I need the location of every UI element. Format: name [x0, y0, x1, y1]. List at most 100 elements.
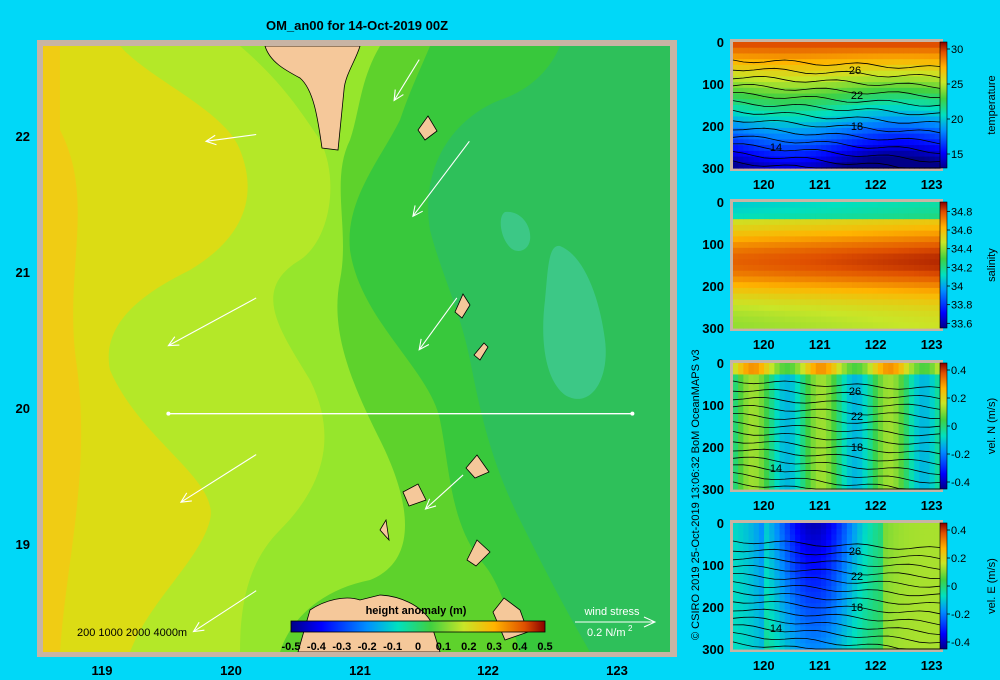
wind-arrow — [204, 133, 257, 146]
contour-label: 26 — [849, 65, 861, 77]
map-x-tick: 123 — [606, 663, 628, 678]
contour-label: 18 — [851, 442, 863, 454]
colorbar-ticks: -0.5 -0.4 -0.3 -0.2 -0.1 0 0.1 0.2 0.3 0.4 0.5 — [282, 641, 553, 653]
anomaly-band-0.04 — [500, 211, 606, 399]
land-island-4 — [465, 454, 490, 479]
contour-label: 18 — [851, 602, 863, 614]
vel-n-m-s-section: 26 22 18 14 120 121 122 123 0 100 200 300 0.4 0.2 0 -0.… — [702, 356, 998, 513]
colorbar-tick-label: 0.1 — [436, 641, 451, 653]
salinity-colorbar — [939, 201, 948, 329]
temperature-section: 26 22 18 14 120 121 122 123 0 100 200 300 30 25 20 15 te… — [702, 35, 998, 192]
colorbar-tick-label: 0.3 — [487, 641, 502, 653]
vel-n-m-s-colorbar — [939, 362, 948, 490]
section-depth-tick: 100 — [702, 77, 724, 92]
contour-label: 14 — [770, 463, 782, 475]
colorbar-tick-label: -0.5 — [282, 641, 301, 653]
vel-n-m-s-field — [733, 363, 941, 490]
section-x-tick: 123 — [921, 337, 943, 352]
section-x-tick: 121 — [809, 177, 831, 192]
section-x-tick: 120 — [753, 337, 775, 352]
land-island-3 — [473, 342, 489, 361]
land-island-1 — [417, 115, 438, 141]
contour-label: 22 — [851, 571, 863, 583]
section-depth-tick: 200 — [702, 279, 724, 294]
contour-label: 14 — [770, 142, 782, 154]
section-depth-tick: 100 — [702, 398, 724, 413]
vertical-section-panels: 26 22 18 14 120 121 122 123 0 100 200 300 30 25 20 15 te… — [702, 35, 998, 673]
land-island-7 — [379, 518, 390, 542]
section-x-tick: 121 — [809, 337, 831, 352]
salinity-section: 120 121 122 123 0 100 200 300 34.8 34.6 34.4 34.2 34… — [702, 195, 998, 352]
colorbar-tick-label: 33.8 — [951, 300, 972, 312]
colorbar-tick-label: 0.2 — [951, 553, 966, 565]
vel-e-m-s-colorbar-label: vel. E (m/s) — [986, 558, 998, 614]
map-x-tick: 122 — [477, 663, 499, 678]
colorbar-tick-label: 0.4 — [951, 365, 966, 377]
temperature-colorbar-label: temperature — [986, 75, 998, 134]
colorbar-tick-label: 0.2 — [461, 641, 476, 653]
section-depth-tick: 300 — [702, 642, 724, 657]
vel-n-m-s-isotherms — [732, 380, 941, 490]
section-line — [166, 411, 635, 416]
section-x-tick: 123 — [921, 658, 943, 673]
main-map: OM_an00 for 14-Oct-2019 00Z — [16, 18, 677, 678]
map-x-ticks: 119 120 121 122 123 — [92, 663, 628, 678]
wind-arrow — [393, 59, 420, 102]
colorbar-tick-label: -0.4 — [307, 641, 327, 653]
wind-scale-label: wind stress — [583, 606, 640, 618]
section-x-tick: 123 — [921, 177, 943, 192]
section-depth-tick: 300 — [702, 482, 724, 497]
section-depth-tick: 0 — [717, 195, 724, 210]
colorbar-tick-label: 30 — [951, 44, 963, 56]
vel-e-m-s-colorbar — [939, 522, 948, 650]
colorbar-tick-label: 0 — [951, 581, 957, 593]
colorbar-tick-label: 0.4 — [951, 525, 966, 537]
map-x-tick: 119 — [92, 663, 113, 678]
vel-e-m-s-field — [733, 523, 941, 650]
section-depth-tick: 300 — [702, 321, 724, 336]
colorbar-tick-label: 34 — [951, 281, 963, 293]
section-depth-tick: 300 — [702, 161, 724, 176]
colorbar-tick-label: 0.4 — [512, 641, 528, 653]
section-x-tick: 122 — [865, 658, 887, 673]
height-anomaly-colorbar: height anomaly (m) -0.5 -0.4 -0.3 -0.2 -0.1 0… — [282, 605, 553, 653]
section-x-tick: 120 — [753, 498, 775, 513]
colorbar-tick-label: -0.2 — [951, 449, 970, 461]
map-y-ticks: 22 21 20 19 — [16, 129, 30, 552]
section-depth-tick: 0 — [717, 356, 724, 371]
colorbar-tick-label: 0.2 — [951, 393, 966, 405]
temperature-field — [733, 42, 941, 169]
land-taiwan-tip — [264, 46, 361, 151]
colorbar-tick-label: 34.2 — [951, 262, 972, 274]
colorbar-tick-label: 33.6 — [951, 318, 972, 330]
section-x-tick: 120 — [753, 658, 775, 673]
colorbar-tick-label: 0 — [951, 421, 957, 433]
wind-arrow — [424, 474, 464, 510]
wind-scale-value: 0.2 N/m — [587, 627, 626, 639]
wind-arrow — [418, 297, 458, 351]
wind-scale-arrowhead — [643, 616, 657, 628]
colorbar-tick-label: 15 — [951, 149, 963, 161]
wind-arrow — [192, 590, 257, 633]
colorbar-tick-label: 25 — [951, 79, 963, 91]
wind-stress-arrows — [167, 59, 470, 633]
vel-e-m-s-section: 26 22 18 14 120 121 122 123 0 100 200 300 0.4 0.2 0 -0.… — [702, 516, 998, 673]
section-depth-tick: 0 — [717, 35, 724, 50]
temperature-colorbar — [939, 41, 948, 169]
contour-label: 22 — [851, 90, 863, 102]
colorbar-tick-label: 20 — [951, 114, 963, 126]
vel-n-m-s-colorbar-label: vel. N (m/s) — [986, 398, 998, 454]
wind-stress-scale: wind stress 0.2 N/m 2 — [575, 606, 657, 639]
section-x-tick: 122 — [865, 498, 887, 513]
temperature-isotherms — [732, 59, 941, 169]
colorbar-tick-label: -0.4 — [951, 637, 970, 649]
wind-scale-unit-exponent: 2 — [628, 624, 633, 633]
height-anomaly-field — [43, 46, 670, 652]
wind-arrow — [179, 454, 257, 503]
contour-label: 14 — [770, 623, 782, 635]
vel-e-m-s-isotherms — [732, 540, 941, 650]
colorbar-tick-label: -0.2 — [358, 641, 377, 653]
map-y-tick: 20 — [16, 401, 30, 416]
contour-label: 22 — [851, 411, 863, 423]
